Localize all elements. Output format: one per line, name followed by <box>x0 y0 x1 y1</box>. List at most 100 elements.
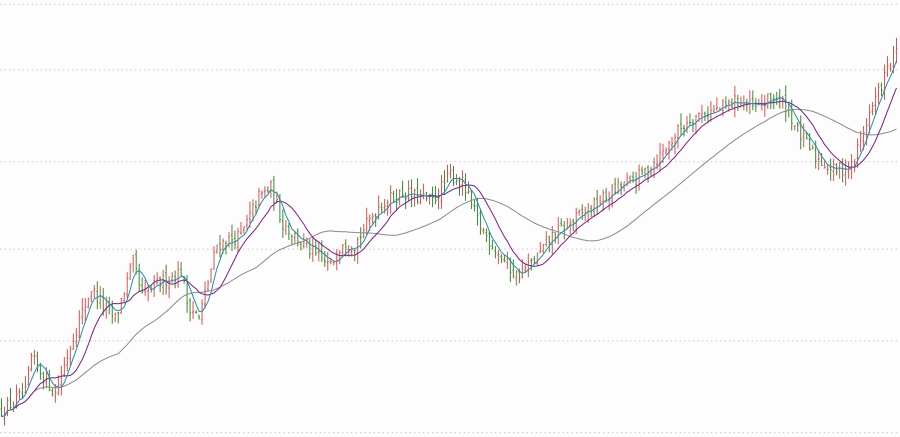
price-bar <box>700 104 703 123</box>
price-bar <box>829 158 832 181</box>
price-bar <box>748 90 751 115</box>
price-bar <box>676 124 679 149</box>
grid-lines <box>0 3 900 434</box>
price-bar <box>877 82 880 105</box>
price-bar <box>242 226 245 234</box>
price-bar <box>632 171 635 183</box>
price-bar <box>709 101 712 122</box>
price-bar <box>389 185 392 214</box>
price-bar <box>772 94 775 110</box>
price-bar <box>464 173 467 201</box>
price-bar <box>685 116 688 134</box>
price-bar <box>60 365 63 396</box>
price-bar <box>871 101 874 116</box>
price-bar <box>431 186 434 208</box>
price-bar <box>781 95 784 109</box>
price-bar <box>874 87 877 115</box>
price-bar <box>799 115 802 150</box>
price-bar <box>446 164 449 183</box>
price-bar <box>153 274 156 297</box>
price-bar <box>760 94 763 111</box>
price-bar <box>210 268 213 283</box>
price-bar <box>515 270 518 286</box>
price-bar <box>260 190 263 199</box>
price-bar <box>506 251 509 269</box>
price-bar <box>156 272 159 285</box>
price-bar <box>886 56 889 78</box>
price-bar <box>168 276 171 299</box>
price-bar <box>401 180 404 198</box>
price-bar <box>266 186 269 193</box>
price-bar <box>608 191 611 211</box>
price-bars <box>0 37 898 426</box>
price-bar <box>557 217 560 245</box>
price-bar <box>796 122 799 132</box>
price-bar <box>12 401 15 412</box>
price-bar <box>165 264 168 295</box>
price-bar <box>802 123 805 148</box>
price-bar <box>362 223 365 239</box>
price-bar <box>6 396 9 417</box>
price-bar <box>332 261 335 266</box>
price-bar <box>233 230 236 250</box>
price-bar <box>296 228 299 247</box>
price-bar <box>135 249 138 275</box>
price-bar <box>18 388 21 400</box>
price-bar <box>841 158 844 183</box>
price-bar <box>114 312 117 323</box>
price-bar <box>117 312 120 324</box>
price-bar <box>763 94 766 117</box>
price-bar <box>189 297 192 322</box>
price-bar <box>371 212 374 226</box>
price-bar <box>679 113 682 136</box>
price-bar <box>356 236 359 264</box>
price-bar <box>195 310 198 314</box>
price-bar <box>132 254 135 273</box>
price-bar <box>72 333 75 350</box>
price-bar <box>533 255 536 265</box>
price-bar <box>192 301 195 320</box>
price-bar <box>682 124 685 137</box>
price-bar <box>844 159 847 186</box>
price-bar <box>422 183 425 200</box>
price-bar <box>120 297 123 314</box>
price-bar <box>452 165 455 186</box>
ma-fast-line <box>1 60 897 417</box>
ma-slow-line <box>1 108 897 417</box>
price-bar <box>578 209 581 216</box>
price-bar <box>24 376 27 394</box>
price-bar <box>551 225 554 255</box>
price-bar <box>213 246 216 270</box>
price-bar <box>317 241 320 262</box>
price-bar <box>581 204 584 220</box>
price-bar <box>883 64 886 100</box>
price-bar <box>75 328 78 347</box>
price-bar <box>629 175 632 184</box>
price-bar <box>48 369 51 392</box>
price-bar <box>524 264 527 273</box>
price-bar <box>404 192 407 210</box>
price-bar <box>198 314 201 320</box>
price-bar <box>614 178 617 195</box>
price-bar <box>395 189 398 211</box>
price-bar <box>66 349 69 372</box>
price-bar <box>688 113 691 126</box>
price-bar <box>9 387 12 410</box>
price-bar <box>21 383 24 400</box>
price-bar <box>751 90 754 111</box>
price-bar <box>204 281 207 309</box>
price-bar <box>730 98 733 109</box>
price-bar <box>81 298 84 325</box>
price-bar <box>57 375 60 396</box>
price-bar <box>39 362 42 380</box>
price-bar <box>30 352 33 372</box>
price-bar <box>473 199 476 212</box>
price-bar <box>838 161 841 179</box>
price-bar <box>467 181 470 195</box>
price-bar <box>440 174 443 209</box>
price-bar <box>659 142 662 172</box>
price-bar <box>263 186 266 199</box>
price-bar <box>251 199 254 222</box>
price-bar <box>227 232 230 248</box>
price-bar <box>530 258 533 271</box>
